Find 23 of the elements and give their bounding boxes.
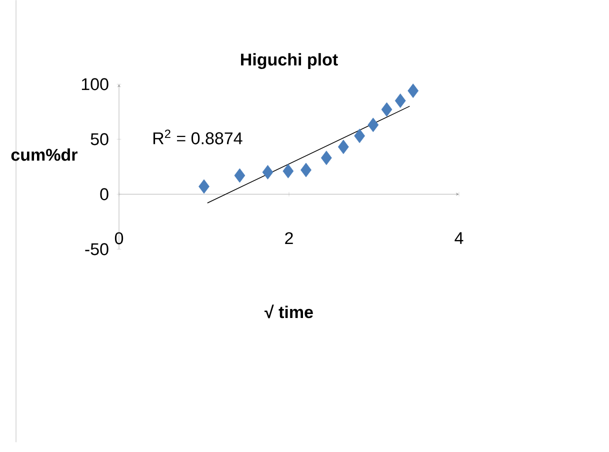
point xyxy=(368,118,379,132)
x-tick-label: 4 xyxy=(454,232,464,244)
annotation: R$^{2}$ = 0.8874 xyxy=(153,129,242,144)
chart-title: Higuchi plot xyxy=(241,53,338,69)
point xyxy=(354,128,365,143)
y-axis-title: cum%dr xyxy=(11,148,78,161)
point xyxy=(300,162,312,178)
point xyxy=(282,164,294,178)
y-tick-label: 100 xyxy=(82,78,108,90)
point xyxy=(394,93,406,108)
point xyxy=(381,102,392,117)
y-tick-label: 0 xyxy=(100,188,108,200)
point xyxy=(408,84,419,98)
y-tick-label: 50 xyxy=(90,133,108,146)
point xyxy=(198,179,210,194)
x-tick-label: 2 xyxy=(285,232,293,244)
point xyxy=(338,140,349,154)
x-axis-title: √ time xyxy=(264,304,313,318)
y-tick-label: -50 xyxy=(85,243,108,256)
x-tick-label: 0 xyxy=(114,232,124,244)
point xyxy=(234,168,246,183)
point xyxy=(320,150,332,165)
point xyxy=(262,164,274,180)
